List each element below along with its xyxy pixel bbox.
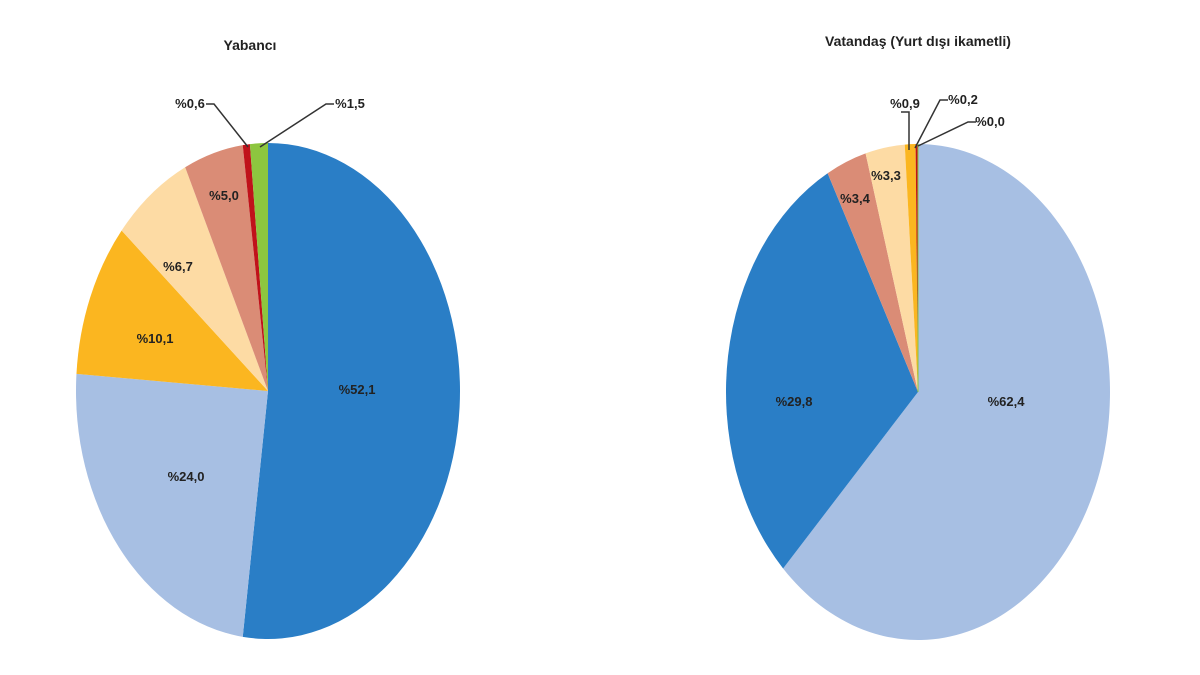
data-label: %62,4 xyxy=(988,394,1026,409)
pie-slice xyxy=(827,153,918,392)
pie-slice xyxy=(725,173,918,569)
pie-slice xyxy=(242,144,268,391)
data-label: %10,1 xyxy=(137,331,174,346)
pie-slice xyxy=(121,167,268,391)
data-label: %6,7 xyxy=(163,259,193,274)
data-label: %29,8 xyxy=(776,394,813,409)
leader-line xyxy=(917,121,976,147)
data-label: %5,0 xyxy=(209,188,239,203)
leader-line xyxy=(914,99,948,149)
pie-slice xyxy=(865,144,918,392)
leader-line xyxy=(901,111,910,150)
chart-title: Vatandaş (Yurt dışı ikametli) xyxy=(825,33,1011,49)
pie-slice xyxy=(185,145,268,391)
data-label: %0,6 xyxy=(175,96,205,111)
data-label: %3,4 xyxy=(840,191,870,206)
data-label: %0,0 xyxy=(975,114,1005,129)
data-label: %3,3 xyxy=(871,168,901,183)
leader-line xyxy=(206,103,249,148)
pie-slice xyxy=(249,143,268,391)
pie-slice xyxy=(76,373,268,637)
data-label: %1,5 xyxy=(335,96,365,111)
pie-slice xyxy=(904,144,918,392)
data-label: %0,9 xyxy=(890,96,920,111)
pie-slice xyxy=(783,144,1110,640)
pie-slice xyxy=(242,143,461,640)
data-label: %52,1 xyxy=(339,382,376,397)
pie-slice xyxy=(76,230,268,391)
leader-line xyxy=(259,103,334,148)
data-label: %0,2 xyxy=(948,92,978,107)
pie-slice xyxy=(915,144,918,392)
chart-title: Yabancı xyxy=(224,37,277,53)
data-label: %24,0 xyxy=(168,469,205,484)
